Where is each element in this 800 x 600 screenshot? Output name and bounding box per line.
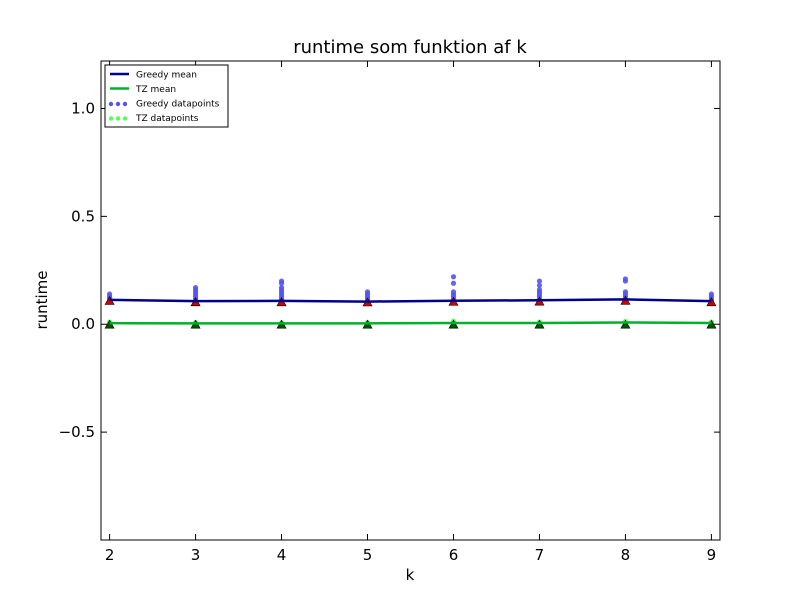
triangle-marker [448,319,459,329]
legend-point-swatch [115,101,121,107]
x-tick-label: 6 [449,546,459,564]
y-tick-label: −0.5 [59,423,95,441]
triangle-marker [620,319,631,329]
data-point [450,280,457,286]
triangle-marker [534,319,545,329]
legend-point-swatch [115,116,121,121]
y-tick-label: 1.0 [71,99,95,117]
legend-point-swatch [122,101,128,107]
data-point [622,278,629,284]
plot-area: 1.0 0.5 0.0 −0.5 2 3 4 5 6 7 8 9 [59,60,721,564]
legend-point-swatch [108,116,114,121]
x-tick-label: 4 [277,546,287,564]
y-axis-label: runtime [33,270,51,329]
data-point [278,280,285,286]
legend: Greedy mean TZ mean Greedy datapoints TZ da… [104,64,229,128]
series-line [109,321,712,325]
x-axis-label: k [406,566,415,584]
legend-label: TZ mean [135,85,176,95]
chart-title: runtime som funktion af k [293,37,527,58]
x-tick-label: 5 [363,546,373,564]
legend-point-swatch [122,116,128,121]
series-line [109,298,712,303]
x-tick-label: 8 [621,546,631,564]
data-point [536,278,543,284]
triangle-marker [706,319,717,329]
x-tick-label: 7 [535,546,545,564]
y-tick-label: 0.5 [71,207,95,225]
legend-point-swatch [108,101,114,107]
x-tick-label: 9 [707,546,717,564]
y-tick-label: 0.0 [71,315,95,333]
legend-label: Greedy datapoints [136,100,220,110]
data-point [450,274,457,280]
legend-label: Greedy mean [136,71,197,81]
legend-label: TZ datapoints [135,114,199,124]
data-point [536,282,543,288]
x-tick-label: 3 [191,546,201,564]
axes-frame [100,60,721,541]
x-tick-label: 2 [105,546,115,564]
